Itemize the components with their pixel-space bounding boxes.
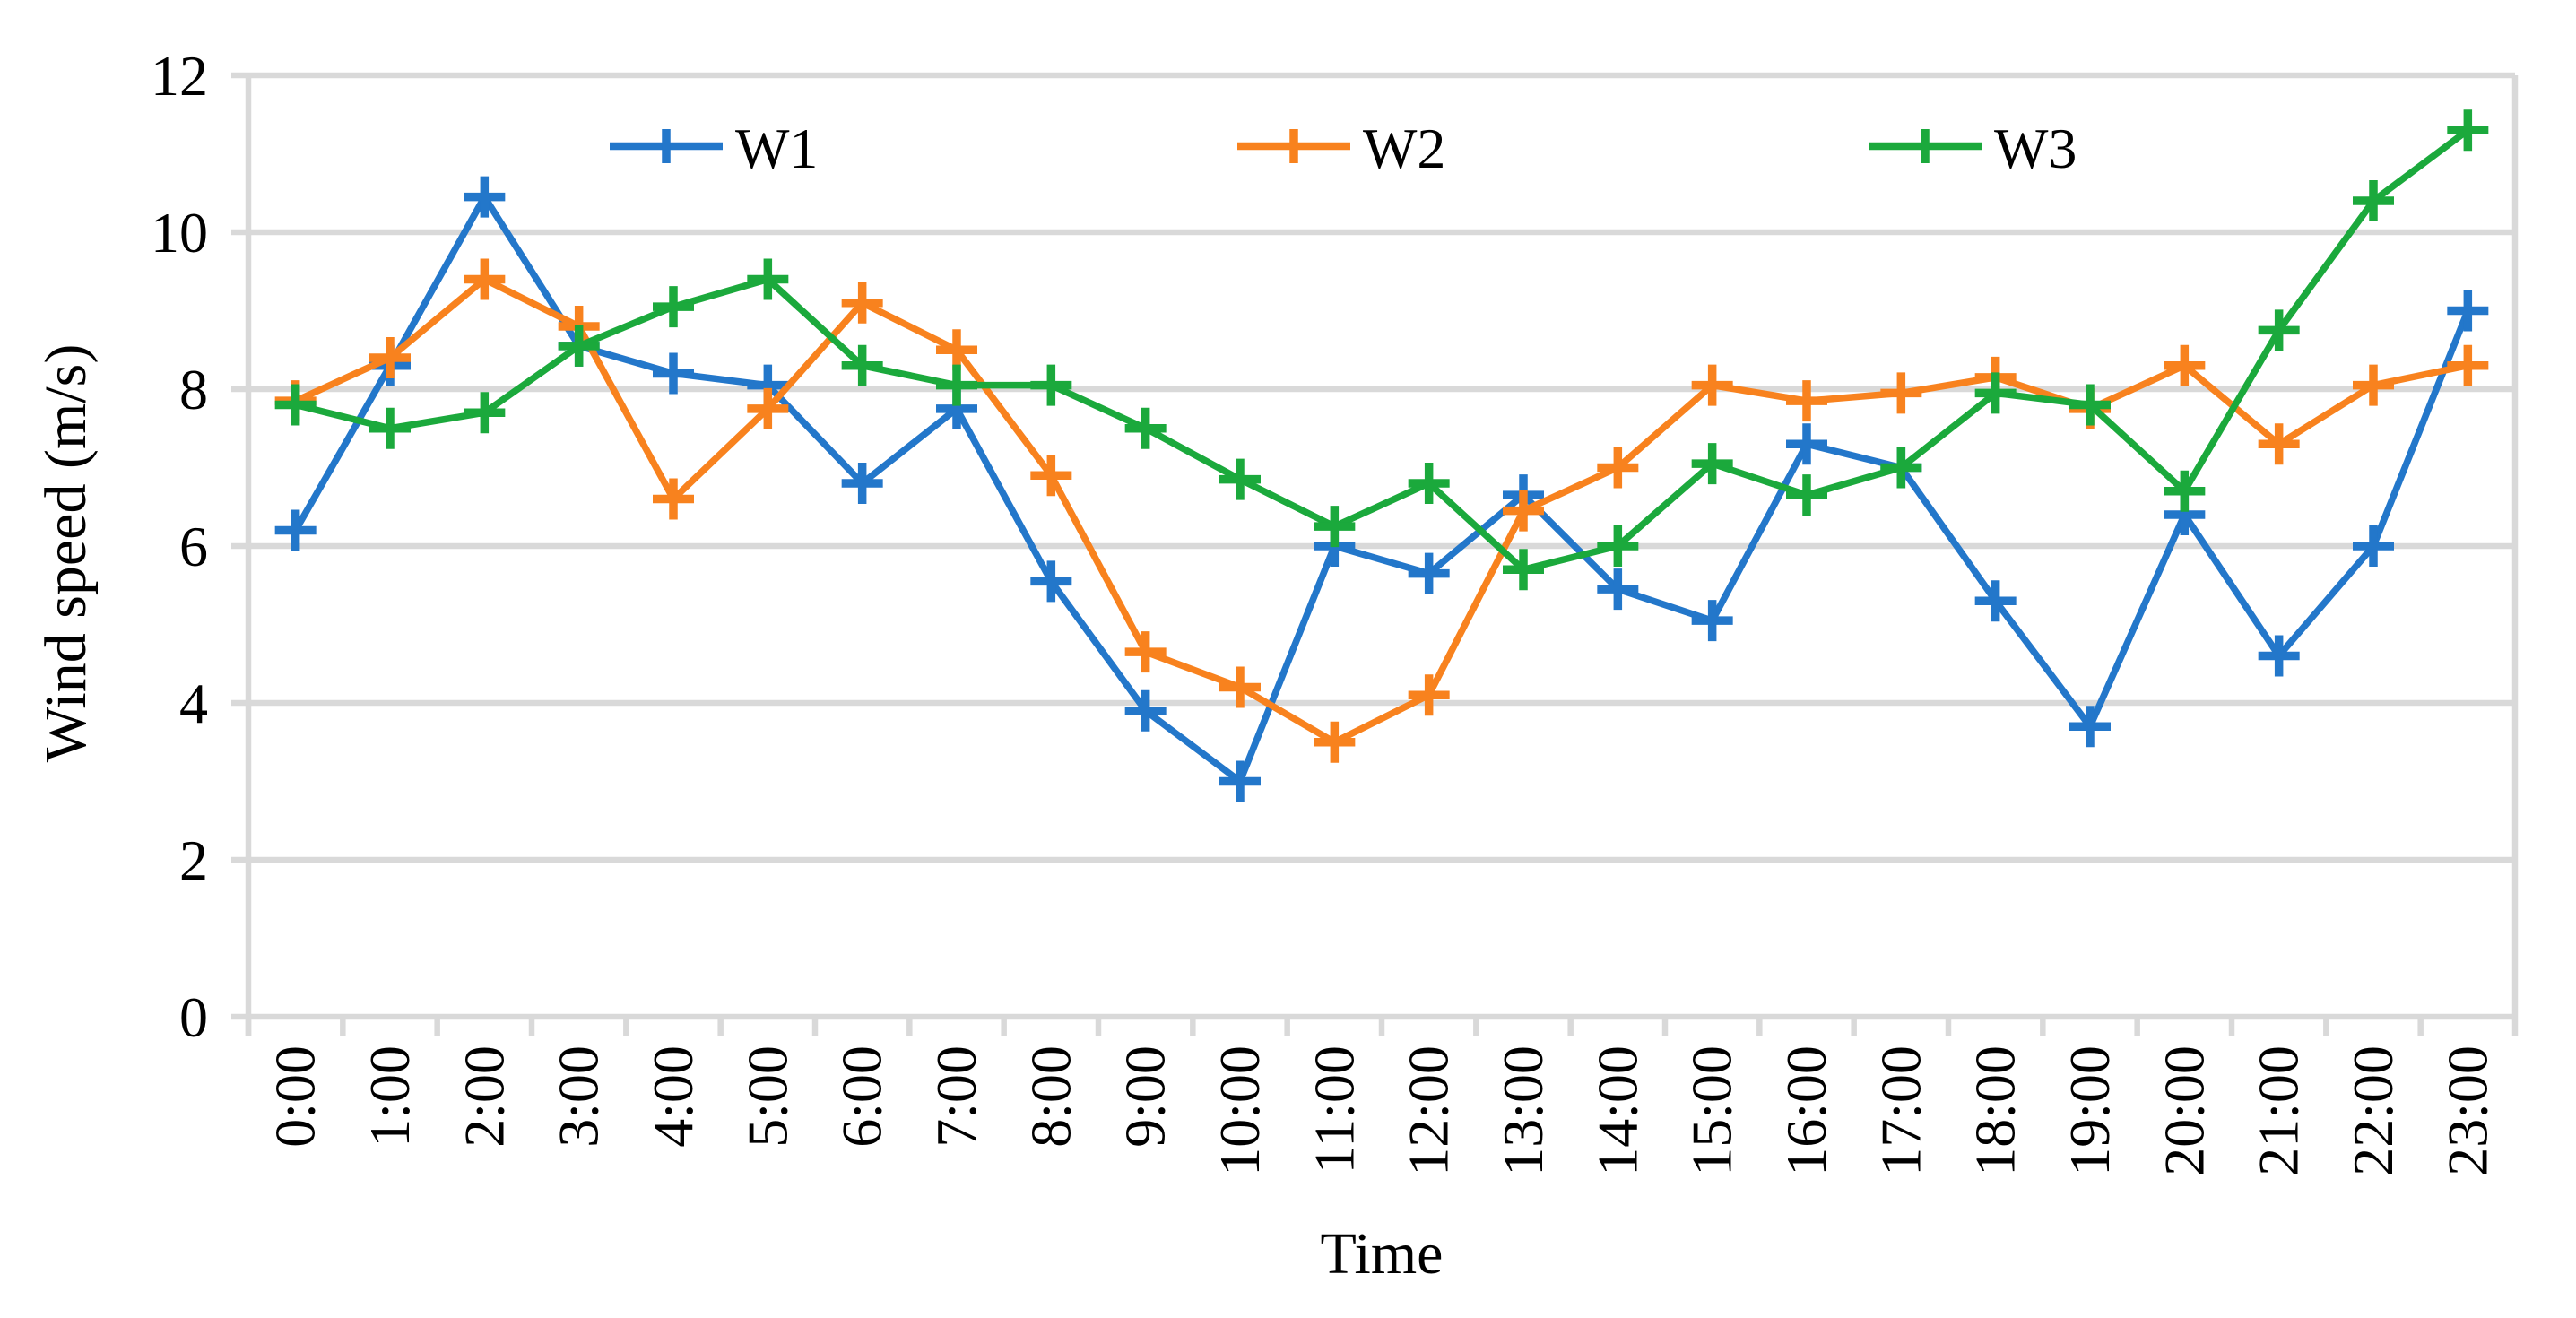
- x-tick-label: 6:00: [830, 1045, 894, 1148]
- x-tick-label: 20:00: [2152, 1045, 2216, 1176]
- x-tick-label: 3:00: [547, 1045, 611, 1148]
- legend-label-w1: W1: [735, 117, 818, 180]
- x-tick-label: 10:00: [1208, 1045, 1271, 1176]
- x-tick-label: 22:00: [2341, 1045, 2405, 1176]
- series-w3-markers: [274, 109, 2489, 591]
- x-tick-label: 13:00: [1491, 1045, 1555, 1176]
- series-w1-markers: [274, 176, 2489, 802]
- x-tick-label: 7:00: [924, 1045, 988, 1148]
- x-tick-label: 2:00: [452, 1045, 516, 1148]
- y-axis-title: Wind speed (m/s): [33, 344, 99, 763]
- legend: W1 W2 W3: [610, 117, 2077, 180]
- axis-labels: 0 2 4 6 8 10 12 0:00 1:00 2:00 3:00 4:00 5:00 6:00 7:0…: [33, 44, 2499, 1287]
- x-tick-label: 23:00: [2435, 1045, 2499, 1176]
- x-tick-label: 19:00: [2058, 1045, 2121, 1176]
- y-tick-label: 2: [179, 828, 208, 892]
- x-tick-label: 14:00: [1585, 1045, 1649, 1176]
- series-w2-line: [294, 275, 2469, 747]
- x-tick-label: 8:00: [1019, 1045, 1082, 1148]
- x-tick-label: 15:00: [1680, 1045, 1744, 1176]
- x-tick-label: 5:00: [735, 1045, 799, 1148]
- y-tick-label: 4: [179, 672, 208, 735]
- y-tick-label: 12: [151, 44, 208, 108]
- series-lines: [274, 109, 2489, 802]
- x-tick-label: 17:00: [1869, 1045, 1932, 1176]
- y-tick-label: 10: [151, 201, 208, 264]
- x-tick-label: 16:00: [1774, 1045, 1838, 1176]
- x-tick-label: 12:00: [1397, 1045, 1461, 1176]
- x-axis-title: Time: [1321, 1221, 1444, 1287]
- x-tick-label: 18:00: [1964, 1045, 2027, 1176]
- x-tick-label: 0:00: [264, 1045, 327, 1148]
- x-tick-label: 4:00: [641, 1045, 705, 1148]
- series-w1-line: [292, 190, 2471, 787]
- y-tick-label: 8: [179, 358, 208, 421]
- x-tick-label: 21:00: [2247, 1045, 2311, 1176]
- gridlines: [248, 72, 2515, 863]
- x-tick-label: 11:00: [1302, 1045, 1366, 1174]
- x-tick-label: 9:00: [1114, 1045, 1177, 1148]
- legend-label-w2: W2: [1363, 117, 1445, 180]
- legend-label-w3: W3: [1994, 117, 2077, 180]
- x-tick-label: 1:00: [358, 1045, 421, 1148]
- y-tick-label: 6: [179, 515, 208, 578]
- axes: [231, 72, 2519, 1036]
- series-w3-line: [294, 127, 2470, 574]
- y-tick-label: 0: [179, 985, 208, 1049]
